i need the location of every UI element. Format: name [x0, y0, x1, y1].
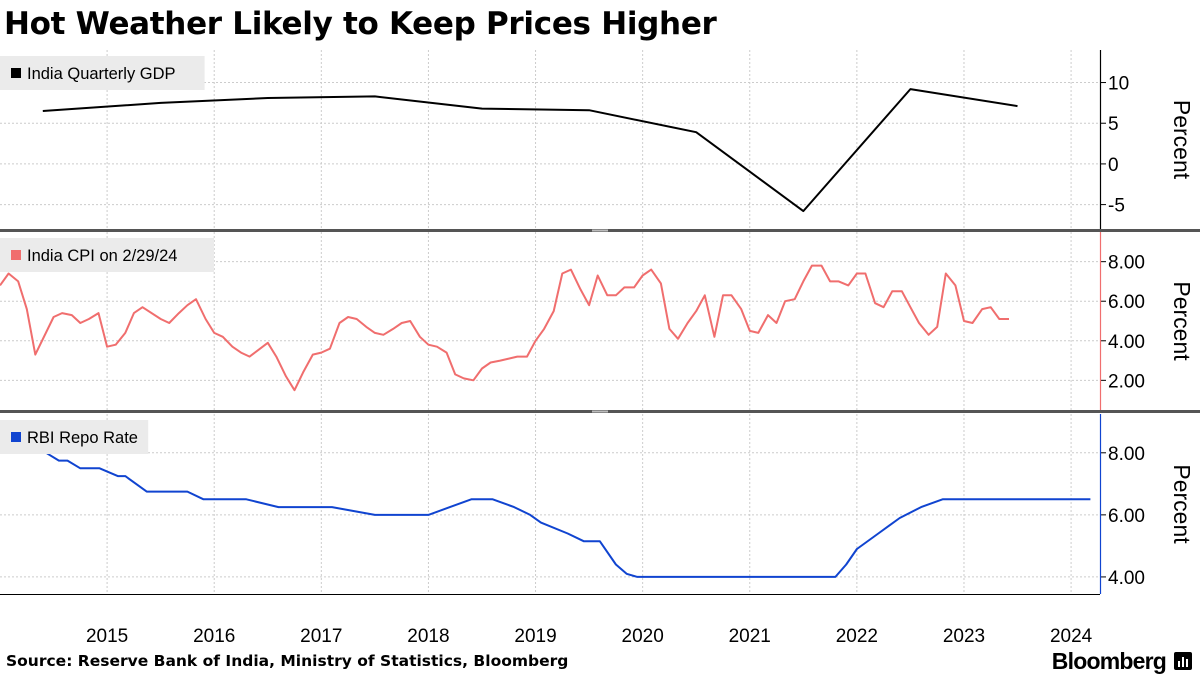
- source-note: Source: Reserve Bank of India, Ministry …: [6, 652, 569, 670]
- repo-series-line: [10, 451, 1091, 578]
- cpi-series-line: [0, 264, 1009, 392]
- panel-resize-handle: [592, 229, 608, 232]
- x-tick-label-2023: 2023: [943, 626, 985, 647]
- gdp-y-tick-label: 10: [1108, 74, 1129, 95]
- x-tick-label-2015: 2015: [86, 626, 128, 647]
- chart-title: Hot Weather Likely to Keep Prices Higher: [4, 6, 717, 42]
- gdp-y-axis-title: Percent: [1169, 100, 1195, 180]
- bloomberg-badge-icon: [1174, 652, 1192, 670]
- repo-y-tick-label: 4.00: [1108, 568, 1145, 589]
- cpi-legend-label: India CPI on 2/29/24: [27, 247, 177, 265]
- cpi-y-tick-label: 4.00: [1108, 332, 1145, 353]
- cpi-y-axis-title: Percent: [1169, 281, 1195, 361]
- gdp-y-tick-label: 0: [1108, 155, 1119, 176]
- cpi-y-tick-label: 6.00: [1108, 292, 1145, 313]
- x-tick-label-2017: 2017: [300, 626, 342, 647]
- gdp-y-tick-label: -5: [1108, 196, 1125, 217]
- repo-y-axis-title: Percent: [1169, 464, 1195, 544]
- repo-y-tick-label: 6.00: [1108, 506, 1145, 527]
- gdp-y-tick-label: 5: [1108, 114, 1119, 135]
- gdp-legend-label: India Quarterly GDP: [27, 65, 176, 83]
- x-tick-label-2024: 2024: [1050, 626, 1093, 647]
- cpi-legend-swatch: [11, 250, 21, 260]
- x-tick-label-2022: 2022: [836, 626, 878, 647]
- repo-legend-label: RBI Repo Rate: [27, 429, 138, 447]
- repo-y-tick-label: 8.00: [1108, 444, 1145, 465]
- cpi-y-tick-label: 2.00: [1108, 371, 1145, 392]
- x-tick-label-2020: 2020: [622, 626, 664, 647]
- cpi-legend-box: [0, 238, 214, 272]
- repo-legend-swatch: [11, 432, 21, 442]
- gdp-series-line: [42, 88, 1018, 213]
- gdp-legend-box: [0, 56, 205, 90]
- x-tick-label-2019: 2019: [514, 626, 556, 647]
- repo-legend-box: [0, 420, 149, 454]
- cpi-y-tick-label: 8.00: [1108, 253, 1145, 274]
- x-tick-label-2021: 2021: [729, 626, 771, 647]
- x-tick-label-2018: 2018: [407, 626, 449, 647]
- gdp-legend-swatch: [11, 68, 21, 78]
- panel-resize-handle: [592, 410, 608, 413]
- bloomberg-logo: Bloomberg: [1051, 648, 1167, 674]
- x-tick-label-2016: 2016: [193, 626, 235, 647]
